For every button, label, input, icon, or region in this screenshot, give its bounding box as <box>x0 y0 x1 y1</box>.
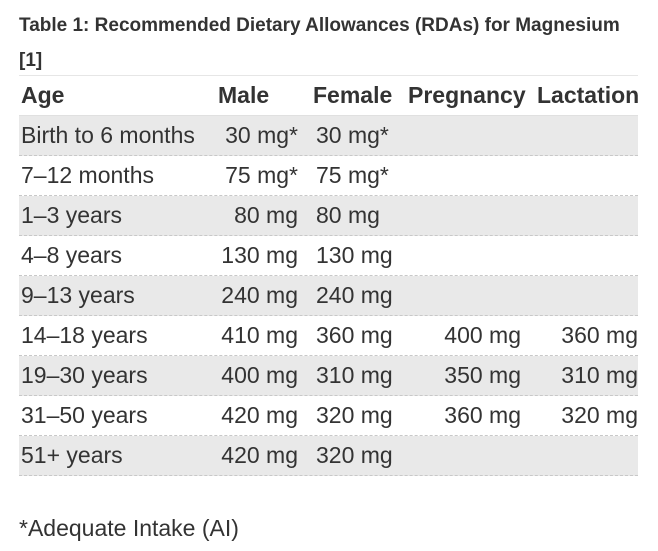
cell-female: 320 mg <box>316 442 393 468</box>
cell-female: 240 mg <box>316 282 393 308</box>
cell-female: 310 mg <box>316 362 393 388</box>
cell-age: Birth to 6 months <box>21 122 195 148</box>
header-female: Female <box>313 82 393 108</box>
header-pregnancy: Pregnancy <box>408 82 526 108</box>
cell-male: 130 mg <box>221 242 298 268</box>
cell-lactation: 320 mg <box>561 402 638 428</box>
cell-male: 80 mg <box>234 202 298 228</box>
table-row: Birth to 6 months 30 mg* 30 mg* <box>19 116 638 156</box>
cell-female: 80 mg <box>316 202 380 228</box>
table-row: 9–13 years 240 mg 240 mg <box>19 276 638 316</box>
table-row: 19–30 years 400 mg 310 mg 350 mg 310 mg <box>19 356 638 396</box>
cell-female: 75 mg* <box>316 162 389 188</box>
table-row: 7–12 months 75 mg* 75 mg* <box>19 156 638 196</box>
cell-female: 130 mg <box>316 242 393 268</box>
header-male: Male <box>218 82 270 108</box>
table-header-row: Age Male Female Pregnancy Lactation <box>19 76 640 116</box>
cell-age: 9–13 years <box>21 282 135 308</box>
cell-age: 19–30 years <box>21 362 148 388</box>
table-caption: Table 1: Recommended Dietary Allowances … <box>19 15 620 71</box>
cell-male: 420 mg <box>221 402 298 428</box>
cell-male: 240 mg <box>221 282 298 308</box>
cell-female: 30 mg* <box>316 122 389 148</box>
table-row: 14–18 years 410 mg 360 mg 400 mg 360 mg <box>19 316 638 356</box>
cell-male: 75 mg* <box>225 162 298 188</box>
cell-pregnancy: 360 mg <box>444 402 521 428</box>
table-row: 51+ years 420 mg 320 mg <box>19 436 638 476</box>
cell-age: 7–12 months <box>21 162 154 188</box>
cell-pregnancy: 350 mg <box>444 362 521 388</box>
cell-age: 31–50 years <box>21 402 148 428</box>
cell-male: 420 mg <box>221 442 298 468</box>
cell-age: 51+ years <box>21 442 123 468</box>
cell-male: 400 mg <box>221 362 298 388</box>
cell-age: 1–3 years <box>21 202 123 228</box>
header-lactation: Lactation <box>537 82 640 108</box>
cell-female: 320 mg <box>316 402 393 428</box>
footnote: *Adequate Intake (AI) <box>19 515 239 541</box>
rda-table: Age Male Female Pregnancy Lactation Birt… <box>19 75 640 476</box>
cell-age: 4–8 years <box>21 242 123 268</box>
header-age: Age <box>21 82 65 108</box>
cell-pregnancy: 400 mg <box>444 322 521 348</box>
cell-male: 30 mg* <box>225 122 298 148</box>
cell-age: 14–18 years <box>21 322 148 348</box>
table-row: 1–3 years 80 mg 80 mg <box>19 196 638 236</box>
table-row: 31–50 years 420 mg 320 mg 360 mg 320 mg <box>19 396 638 436</box>
cell-lactation: 310 mg <box>561 362 638 388</box>
cell-lactation: 360 mg <box>561 322 638 348</box>
cell-male: 410 mg <box>221 322 298 348</box>
table-row: 4–8 years 130 mg 130 mg <box>19 236 638 276</box>
cell-female: 360 mg <box>316 322 393 348</box>
table-body: Birth to 6 months 30 mg* 30 mg* 7–12 months… <box>19 116 638 476</box>
